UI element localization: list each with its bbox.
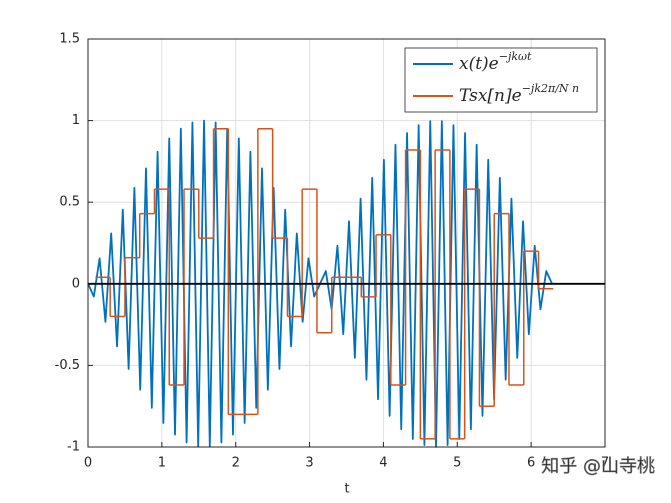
x-tick-label: 0 [84, 456, 92, 471]
legend-label: x(t)e−jkωt [459, 50, 532, 74]
y-tick-label: -0.5 [55, 358, 80, 373]
x-tick-label: 2 [232, 456, 240, 471]
legend-label-exponent: −jk2π/N n [522, 82, 579, 95]
y-tick-label: 0 [72, 276, 80, 291]
x-tick-label: 6 [527, 456, 535, 471]
legend-label-base: Tsx[n]e [459, 86, 522, 106]
legend-label: Tsx[n]e−jk2π/N n [459, 82, 579, 106]
x-tick-label: 7 [601, 456, 609, 471]
legend-box [404, 47, 598, 113]
x-tick-label: 3 [305, 456, 313, 471]
axes-box [87, 38, 606, 448]
legend-label-base: x(t)e [459, 54, 499, 74]
y-tick-label: 0.5 [59, 195, 80, 210]
x-tick-label: 1 [158, 456, 166, 471]
legend-label-exponent: −jkωt [499, 50, 532, 63]
x-tick-label: 4 [379, 456, 387, 471]
y-tick-label: 1.5 [59, 32, 80, 47]
y-tick-label: 1 [72, 113, 80, 128]
x-tick-label: 5 [453, 456, 461, 471]
x-axis-label: t [344, 482, 349, 497]
y-tick-label: -1 [67, 440, 80, 455]
watermark: 知乎 @山寺桃 [541, 456, 655, 477]
